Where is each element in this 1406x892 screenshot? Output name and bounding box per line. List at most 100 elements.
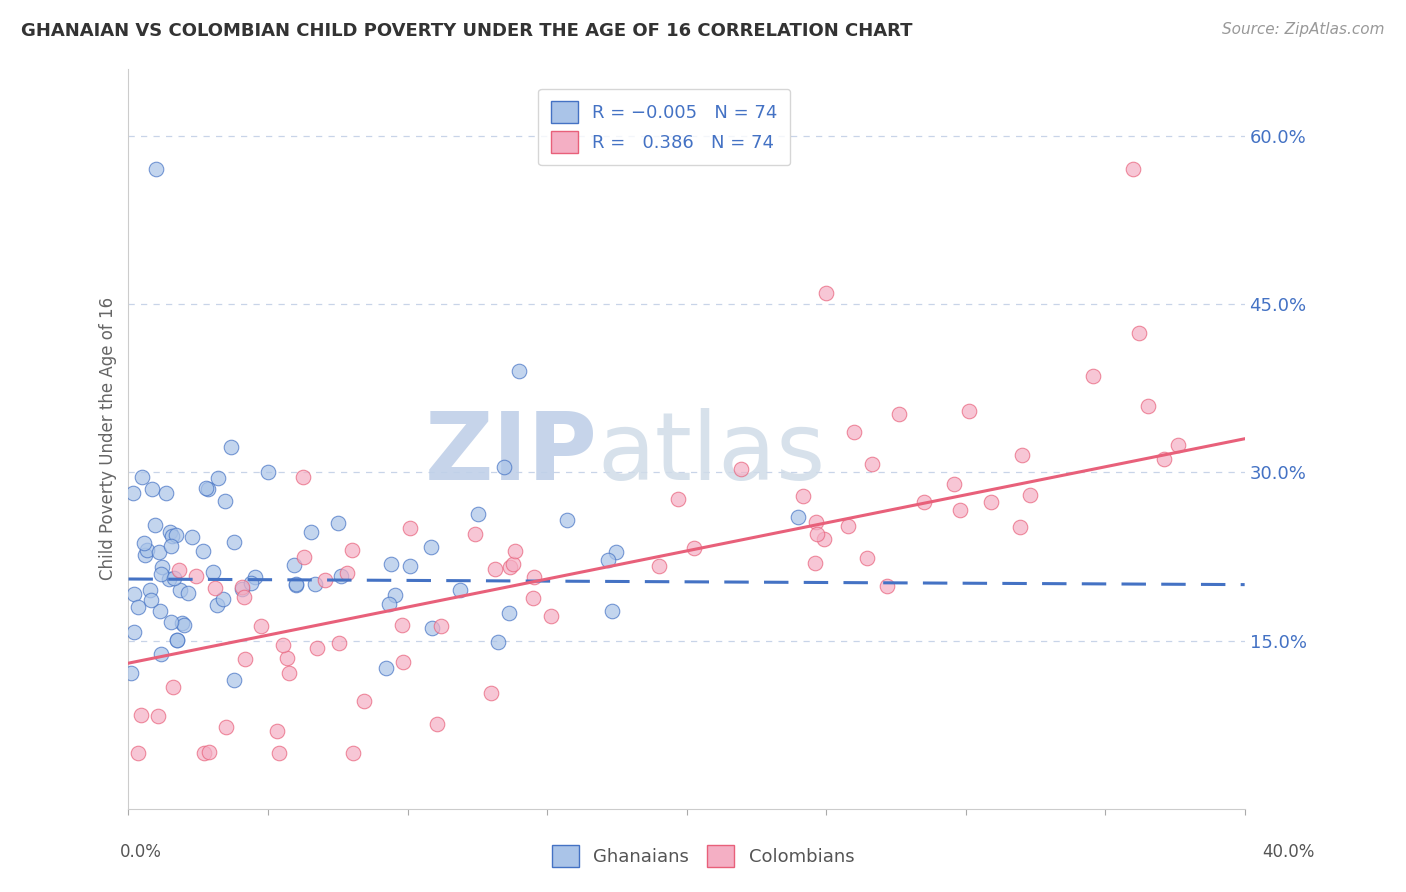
Point bbox=[120, 666, 142, 681]
Point bbox=[166, 633, 188, 648]
Point bbox=[148, 545, 170, 559]
Point bbox=[492, 460, 515, 475]
Point bbox=[426, 717, 449, 731]
Point bbox=[374, 660, 396, 674]
Legend: Ghanaians, Colombians: Ghanaians, Colombians bbox=[544, 838, 862, 874]
Point bbox=[682, 541, 704, 555]
Point bbox=[912, 494, 935, 508]
Point bbox=[169, 583, 191, 598]
Point bbox=[149, 648, 172, 662]
Legend: R = −0.005   N = 74, R =   0.386   N = 74: R = −0.005 N = 74, R = 0.386 N = 74 bbox=[538, 88, 790, 165]
Point bbox=[207, 471, 229, 485]
Point bbox=[122, 587, 145, 601]
Point bbox=[198, 745, 221, 759]
Point bbox=[159, 525, 181, 540]
Point bbox=[205, 599, 228, 613]
Point bbox=[555, 513, 578, 527]
Y-axis label: Child Poverty Under the Age of 16: Child Poverty Under the Age of 16 bbox=[100, 297, 117, 581]
Point bbox=[792, 489, 814, 503]
Point bbox=[596, 553, 619, 567]
Point bbox=[224, 534, 246, 549]
Point bbox=[139, 592, 162, 607]
Point bbox=[378, 597, 401, 611]
Point bbox=[127, 599, 149, 614]
Point bbox=[467, 507, 489, 521]
Point bbox=[250, 619, 273, 633]
Point bbox=[862, 457, 884, 471]
Point bbox=[162, 680, 184, 694]
Point bbox=[730, 462, 752, 476]
Point bbox=[391, 618, 413, 632]
Point bbox=[957, 403, 980, 417]
Point bbox=[1167, 438, 1189, 452]
Text: atlas: atlas bbox=[598, 408, 825, 500]
Point bbox=[233, 590, 256, 604]
Point bbox=[342, 746, 364, 760]
Point bbox=[1128, 326, 1150, 340]
Point bbox=[231, 582, 253, 597]
Point bbox=[181, 530, 204, 544]
Point bbox=[233, 651, 256, 665]
Text: 40.0%: 40.0% bbox=[1263, 843, 1315, 861]
Point bbox=[600, 604, 623, 618]
Point bbox=[122, 485, 145, 500]
Point bbox=[484, 562, 506, 576]
Point bbox=[135, 543, 157, 558]
Point bbox=[145, 162, 167, 177]
Point bbox=[876, 579, 898, 593]
Point bbox=[392, 655, 415, 669]
Point bbox=[155, 486, 177, 500]
Point bbox=[284, 577, 307, 591]
Point bbox=[522, 591, 544, 606]
Point bbox=[193, 746, 215, 760]
Point bbox=[479, 685, 502, 699]
Point bbox=[803, 556, 825, 570]
Point bbox=[502, 557, 524, 571]
Point bbox=[166, 632, 188, 647]
Point bbox=[942, 477, 965, 491]
Point bbox=[141, 482, 163, 496]
Point bbox=[149, 604, 172, 618]
Point bbox=[399, 558, 422, 573]
Point bbox=[292, 470, 315, 484]
Text: Source: ZipAtlas.com: Source: ZipAtlas.com bbox=[1222, 22, 1385, 37]
Point bbox=[276, 650, 298, 665]
Point bbox=[285, 578, 308, 592]
Point bbox=[162, 529, 184, 543]
Point bbox=[167, 563, 190, 577]
Point bbox=[330, 569, 353, 583]
Point bbox=[806, 527, 828, 541]
Point bbox=[815, 285, 838, 300]
Point bbox=[503, 544, 526, 558]
Point bbox=[399, 521, 422, 535]
Point bbox=[353, 694, 375, 708]
Point bbox=[1011, 448, 1033, 462]
Point bbox=[342, 542, 364, 557]
Point bbox=[314, 574, 336, 588]
Point bbox=[605, 545, 627, 559]
Point bbox=[173, 618, 195, 632]
Point bbox=[1136, 399, 1159, 413]
Text: ZIP: ZIP bbox=[425, 408, 598, 500]
Point bbox=[215, 719, 238, 733]
Point bbox=[666, 491, 689, 506]
Point bbox=[384, 588, 406, 602]
Point bbox=[1153, 451, 1175, 466]
Point bbox=[269, 746, 291, 760]
Point bbox=[420, 540, 443, 554]
Point bbox=[271, 638, 294, 652]
Point bbox=[222, 673, 245, 688]
Point bbox=[648, 558, 671, 573]
Point bbox=[837, 519, 859, 533]
Point bbox=[172, 616, 194, 631]
Point bbox=[266, 724, 288, 739]
Point bbox=[294, 549, 316, 564]
Point bbox=[239, 576, 262, 591]
Point bbox=[157, 572, 180, 586]
Point bbox=[980, 495, 1002, 509]
Point bbox=[257, 466, 280, 480]
Point bbox=[486, 634, 509, 648]
Point bbox=[219, 440, 242, 454]
Point bbox=[231, 580, 253, 594]
Point bbox=[245, 569, 267, 583]
